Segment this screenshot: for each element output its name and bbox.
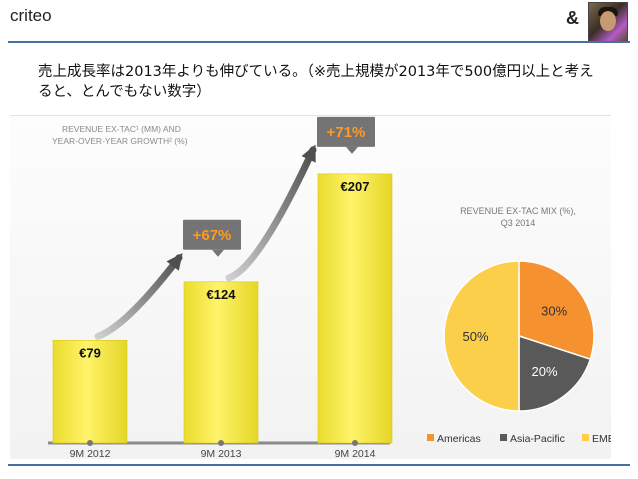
growth-callout-pointer (346, 146, 358, 154)
growth-callout (183, 219, 241, 250)
pie-slice-label: 50% (462, 329, 488, 344)
slide-image: REVENUE EX-TAC¹ (MM) AND YEAR-OVER-YEAR … (10, 115, 622, 460)
brand-logo: & (566, 8, 579, 28)
pie-slice (518, 260, 595, 361)
bar (183, 281, 259, 444)
legend-swatch (582, 434, 589, 441)
x-axis-tick (218, 440, 224, 446)
growth-arrow (225, 146, 317, 282)
bar (317, 173, 393, 444)
app-title: criteo (10, 6, 52, 25)
avatar (588, 2, 628, 42)
chart-canvas: REVENUE EX-TAC¹ (MM) AND YEAR-OVER-YEAR … (48, 116, 622, 460)
bar-value-label: €124 (207, 287, 237, 302)
growth-arrow (94, 254, 183, 340)
pie-chart-title-line2: Q3 2014 (501, 218, 536, 228)
bar-value-label: €207 (341, 179, 370, 194)
x-axis-tick (87, 440, 93, 446)
x-tick-label: 9M 2012 (70, 448, 111, 459)
legend-label: Americas (437, 433, 481, 445)
legend-label: EMEA (592, 433, 611, 445)
pie-slice-label: 20% (532, 364, 558, 379)
bar-value-label: €79 (79, 345, 101, 360)
x-axis-tick (352, 440, 358, 446)
legend-swatch (427, 434, 434, 441)
bar-chart-title-line2: YEAR-OVER-YEAR GROWTH² (%) (52, 136, 188, 146)
pie-slice (443, 260, 520, 412)
x-tick-label: 9M 2013 (201, 448, 242, 459)
bar-chart-title-line1: REVENUE EX-TAC¹ (MM) AND (62, 124, 181, 134)
growth-label: +67% (193, 227, 232, 244)
growth-arrow-head (166, 253, 183, 271)
growth-callout-pointer (212, 249, 224, 257)
pie-slice (518, 334, 592, 412)
growth-callout (317, 116, 375, 147)
pie-slice-label: 30% (541, 303, 567, 318)
pie-chart-title-line1: REVENUE EX-TAC MIX (%), (460, 206, 576, 216)
growth-label: +71% (327, 124, 366, 141)
header-divider (8, 41, 630, 43)
x-tick-label: 9M 2014 (335, 448, 376, 459)
footer-divider (8, 464, 630, 466)
growth-arrow-head (301, 144, 316, 163)
legend-label: Asia-Pacific (510, 433, 565, 445)
legend-swatch (500, 434, 507, 441)
lead-text: 売上成長率は2013年よりも伸びている。（※売上規模が2013年で500億円以上… (38, 64, 594, 100)
